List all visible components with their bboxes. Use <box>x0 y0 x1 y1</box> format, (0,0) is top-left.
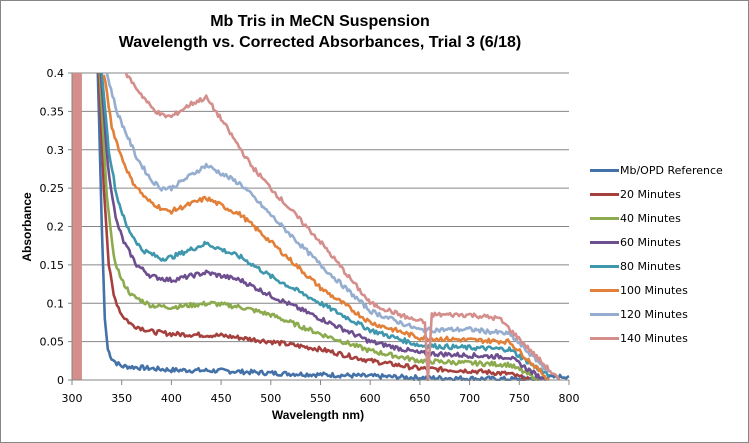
y-tick-label: 0.25 <box>40 182 65 195</box>
series-line <box>97 73 531 381</box>
legend-item: 100 Minutes <box>590 278 723 302</box>
series-line <box>96 73 570 381</box>
legend-swatch <box>590 192 619 196</box>
x-axis-label: Wavelength nm) <box>272 408 364 422</box>
series-line <box>105 73 551 373</box>
legend-label: 140 Minutes <box>620 331 688 345</box>
legend-swatch <box>590 216 619 220</box>
y-tick-label: 0 <box>57 374 64 387</box>
x-tick-label: 550 <box>310 392 331 405</box>
legend-item: 60 Minutes <box>590 230 723 254</box>
legend-label: 20 Minutes <box>620 187 681 201</box>
series-line <box>99 73 546 381</box>
legend-label: 100 Minutes <box>620 283 688 297</box>
y-tick-label: 0.2 <box>47 221 65 234</box>
x-tick-labels: 300 350 400 450 500 550 600 650 700 750 800 <box>62 392 580 405</box>
legend-swatch <box>590 312 619 316</box>
legend-swatch <box>590 336 619 340</box>
x-tick-label: 450 <box>211 392 232 405</box>
legend-item: 140 Minutes <box>590 326 723 350</box>
y-tick-label: 0.05 <box>40 336 65 349</box>
y-tick-label: 0.35 <box>40 105 65 118</box>
x-tick-label: 650 <box>409 392 430 405</box>
legend-item: Mb/OPD Reference <box>590 158 723 182</box>
gridlines <box>68 72 570 385</box>
x-tick-label: 400 <box>161 392 182 405</box>
legend-swatch <box>590 264 619 268</box>
x-tick-label: 800 <box>559 392 580 405</box>
legend-item: 20 Minutes <box>590 182 723 206</box>
legend-item: 120 Minutes <box>590 302 723 326</box>
legend-label: 60 Minutes <box>620 235 681 249</box>
saturated-band-rect <box>72 73 82 380</box>
legend-item: 40 Minutes <box>590 206 723 230</box>
legend: Mb/OPD Reference 20 Minutes 40 Minutes 60 M… <box>590 158 723 350</box>
x-tick-label: 350 <box>111 392 132 405</box>
y-tick-label: 0.3 <box>47 144 65 157</box>
y-tick-label: 0.15 <box>40 259 65 272</box>
x-tick-label: 300 <box>62 392 83 405</box>
legend-label: 80 Minutes <box>620 259 681 273</box>
chart-title: Mb Tris in MeCN Suspension <box>210 13 430 30</box>
series-line <box>100 73 550 378</box>
axes <box>71 73 569 381</box>
saturated-band <box>72 73 82 380</box>
x-tick-label: 700 <box>459 392 480 405</box>
y-axis-label: Absorbance <box>20 192 34 262</box>
legend-swatch <box>590 168 619 172</box>
y-tick-labels: 0 0.05 0.1 0.15 0.2 0.25 0.3 0.35 0.4 <box>40 67 65 387</box>
chart-subtitle: Wavelength vs. Corrected Absorbances, Tr… <box>118 34 522 51</box>
legend-label: Mb/OPD Reference <box>620 163 723 177</box>
series-lines <box>96 73 570 381</box>
legend-item: 80 Minutes <box>590 254 723 278</box>
x-tick-label: 500 <box>260 392 281 405</box>
series-line <box>98 73 540 381</box>
y-tick-label: 0.4 <box>47 67 65 80</box>
legend-label: 40 Minutes <box>620 211 681 225</box>
legend-swatch <box>590 288 619 292</box>
legend-swatch <box>590 240 619 244</box>
y-tick-label: 0.1 <box>47 297 65 310</box>
series-line <box>124 73 561 381</box>
legend-label: 120 Minutes <box>620 307 688 321</box>
x-tick-label: 750 <box>509 392 530 405</box>
x-tick-label: 600 <box>360 392 381 405</box>
series-line <box>102 74 550 381</box>
